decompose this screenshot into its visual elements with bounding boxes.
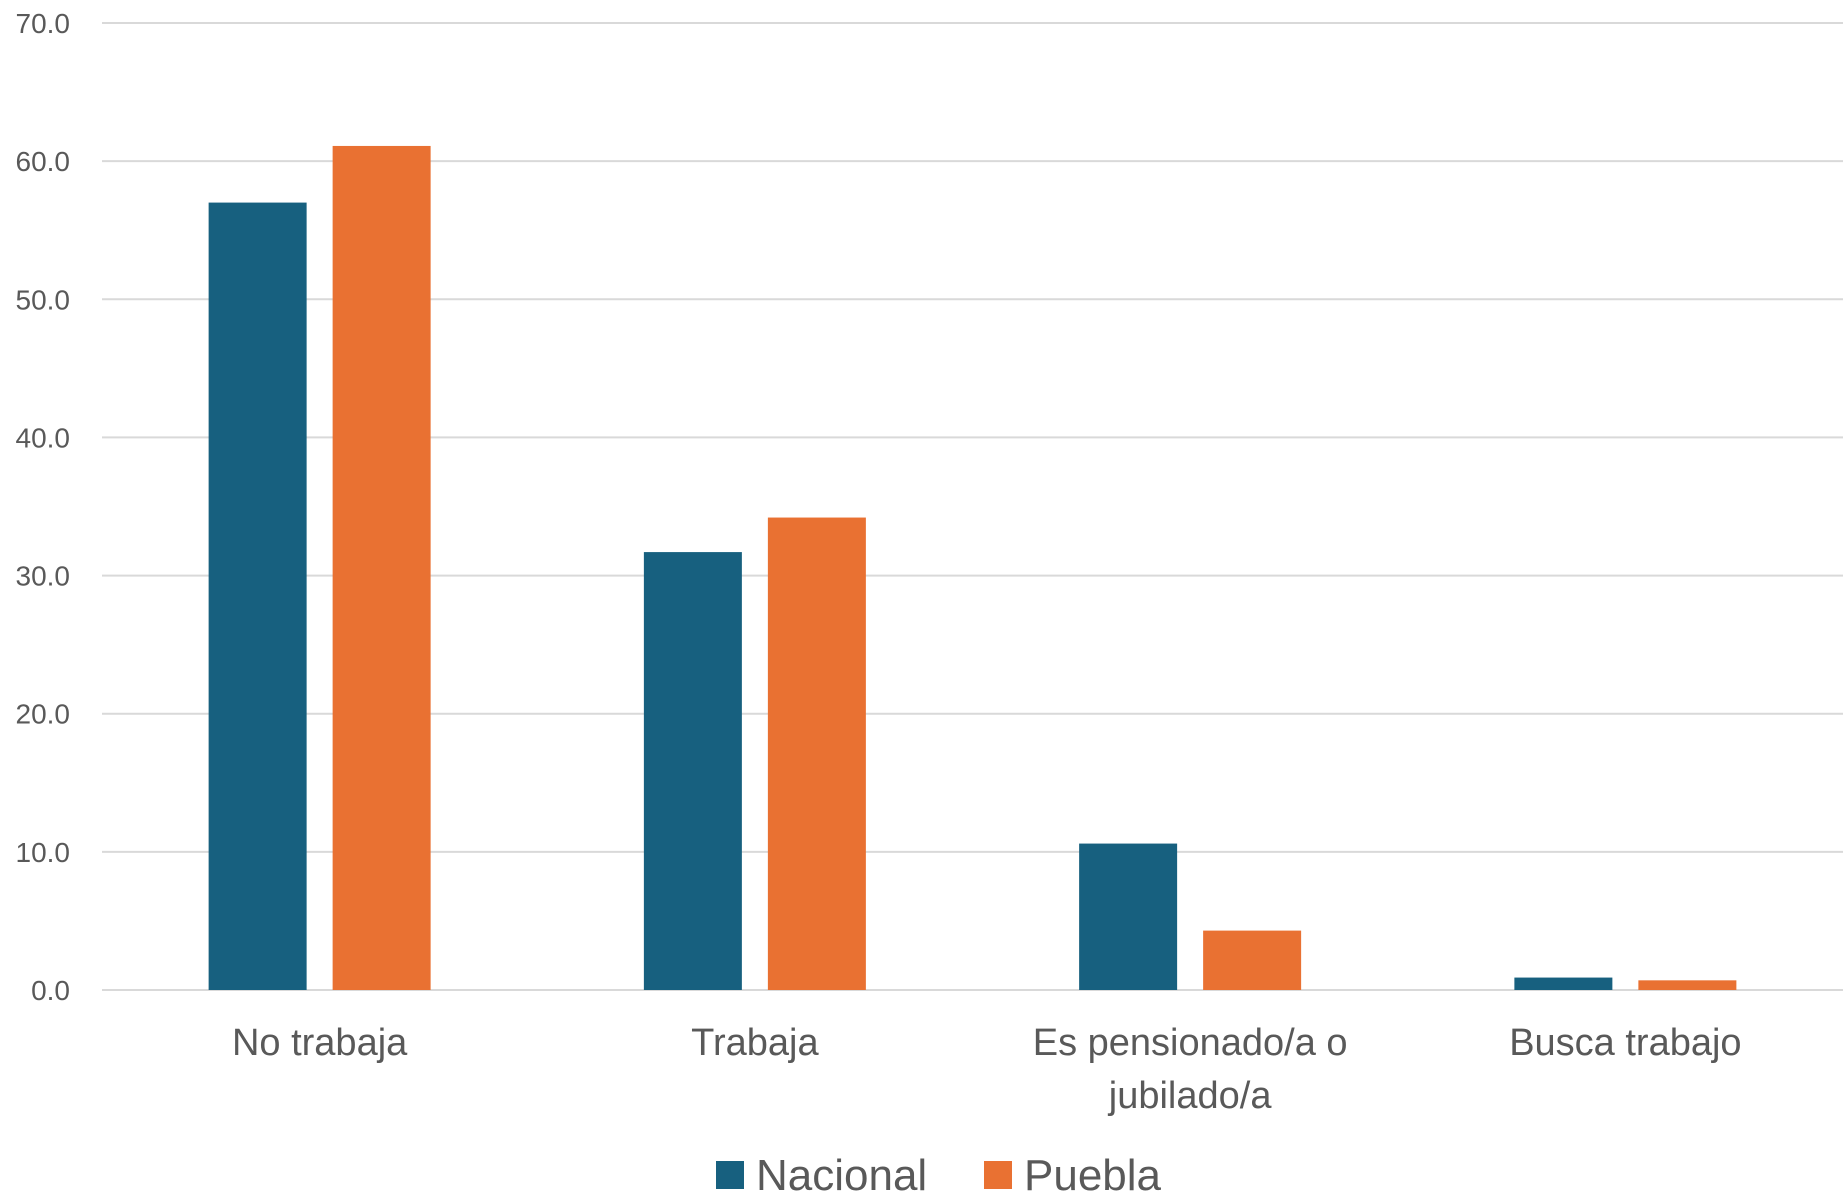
legend: Nacional Puebla	[716, 1151, 1162, 1196]
y-tick-label: 20.0	[16, 699, 71, 730]
bar-puebla-1	[767, 517, 866, 990]
bar-puebla-2	[1203, 930, 1302, 990]
bar-nacional-3	[1514, 977, 1613, 990]
x-category-label: Es pensionado/a o	[1033, 1022, 1348, 1064]
y-tick-label: 50.0	[16, 284, 71, 315]
y-tick-label: 40.0	[16, 422, 71, 453]
bar-nacional-2	[1079, 843, 1178, 990]
y-tick-label: 10.0	[16, 837, 71, 868]
x-axis-categories: No trabaja Trabaja Es pensionado/a o jubila…	[232, 1022, 1742, 1117]
y-tick-label: 0.0	[31, 975, 70, 1006]
legend-swatch-puebla	[984, 1161, 1012, 1189]
x-category-label: Trabaja	[691, 1022, 819, 1064]
y-tick-label: 60.0	[16, 146, 71, 177]
x-category-label: Busca trabajo	[1509, 1022, 1741, 1064]
bars	[208, 145, 1737, 991]
y-tick-label: 70.0	[16, 8, 71, 39]
legend-label-nacional: Nacional	[756, 1151, 927, 1196]
x-category-label: No trabaja	[232, 1022, 408, 1064]
y-tick-label: 30.0	[16, 561, 71, 592]
y-axis-ticks: 0.0 10.0 20.0 30.0 40.0 50.0 60.0 70.0	[16, 8, 71, 1006]
legend-label-puebla: Puebla	[1024, 1151, 1162, 1196]
bar-puebla-3	[1638, 980, 1737, 990]
legend-swatch-nacional	[716, 1161, 744, 1189]
x-category-label: jubilado/a	[1108, 1075, 1273, 1117]
bar-nacional-1	[643, 552, 742, 990]
bar-nacional-0	[208, 202, 307, 991]
bar-puebla-0	[332, 145, 431, 990]
